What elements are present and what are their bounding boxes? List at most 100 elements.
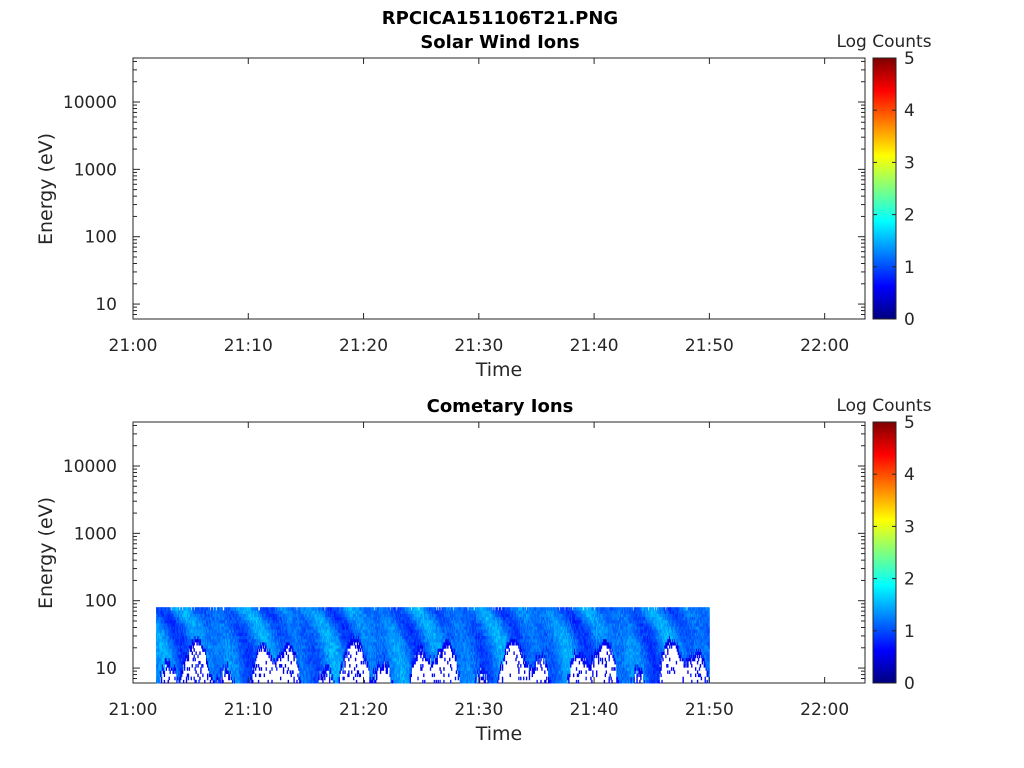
- spectrogram-cell: [179, 654, 181, 659]
- spectrogram-cell: [301, 616, 303, 621]
- spectrogram-cell: [212, 670, 215, 674]
- spectrogram-cell: [216, 610, 218, 614]
- spectrogram-cell: [190, 638, 192, 643]
- spectrogram-cell: [302, 648, 304, 652]
- spectrogram-cell: [381, 626, 384, 630]
- spectrogram-cell: [275, 610, 277, 614]
- spectrogram-cell: [281, 648, 284, 652]
- spectrogram-cell: [371, 632, 373, 637]
- spectrogram-cell: [211, 619, 214, 624]
- spectrogram-cell: [216, 667, 218, 671]
- spectrogram-cell: [326, 648, 328, 652]
- spectrogram-cell: [196, 629, 198, 633]
- spectrogram-cell: [176, 648, 178, 652]
- spectrogram-cell: [230, 667, 233, 671]
- spectrogram-cell: [336, 660, 339, 665]
- spectrogram-cell: [224, 645, 226, 649]
- spectrogram-cell: [303, 645, 305, 649]
- spectrogram-cell: [220, 616, 222, 621]
- spectrogram-cell: [386, 657, 388, 662]
- spectrogram-cell: [240, 632, 242, 637]
- spectrogram-cell: [181, 664, 184, 668]
- spectrogram-cell: [232, 679, 235, 684]
- spectrogram-cell: [334, 670, 337, 674]
- spectrogram-cell: [249, 619, 251, 624]
- spectrogram-cell: [342, 670, 344, 674]
- spectrogram-cell: [299, 679, 301, 684]
- spectrogram-cell: [179, 670, 181, 674]
- spectrogram-cell: [218, 641, 220, 646]
- spectrogram-cell: [314, 619, 316, 624]
- spectrogram-cell: [331, 670, 334, 674]
- spectrogram-cell: [330, 654, 333, 659]
- spectrogram-cell: [366, 645, 368, 649]
- spectrogram-cell: [203, 626, 205, 630]
- spectrogram-cell: [179, 667, 181, 671]
- spectrogram-cell: [365, 610, 367, 614]
- spectrogram-cell: [328, 641, 331, 646]
- spectrogram-cell: [240, 676, 242, 681]
- spectrogram-cell: [360, 610, 363, 614]
- spectrogram-cell: [305, 645, 308, 649]
- spectrogram-cell: [375, 679, 377, 684]
- spectrogram-cell: [319, 645, 321, 649]
- spectrogram-cell: [255, 610, 258, 614]
- spectrogram-cell: [365, 641, 367, 646]
- spectrogram-cell: [384, 610, 387, 614]
- spectrogram-cell: [200, 607, 202, 611]
- spectrogram-cell: [198, 629, 200, 633]
- spectrogram-cell: [374, 638, 376, 643]
- spectrogram-cell: [270, 619, 272, 624]
- spectrogram-cell: [181, 638, 183, 643]
- spectrogram-cell: [336, 619, 339, 624]
- spectrogram-cell: [208, 670, 211, 674]
- spectrogram-cell: [306, 619, 309, 624]
- spectrogram-cell: [187, 635, 190, 640]
- spectrogram-cell: [340, 619, 342, 624]
- spectrogram-cell: [277, 623, 279, 627]
- spectrogram-cell: [242, 664, 244, 668]
- spectrogram-cell: [277, 638, 279, 643]
- spectrogram-cell: [352, 638, 355, 643]
- spectrogram-cell: [380, 657, 383, 662]
- spectrogram-cell: [331, 657, 334, 662]
- spectrogram-cell: [370, 660, 372, 665]
- spectrogram-cell: [376, 645, 378, 649]
- spectrogram-cell: [165, 623, 168, 627]
- spectrogram-cell: [299, 616, 301, 621]
- spectrogram-cell: [383, 645, 386, 649]
- spectrogram-cell: [301, 619, 303, 624]
- spectrogram-cell: [336, 623, 339, 627]
- spectrogram-cell: [205, 641, 207, 646]
- spectrogram-cell: [306, 635, 309, 640]
- spectrogram-cell: [253, 660, 255, 665]
- spectrogram-cell: [386, 607, 388, 611]
- spectrogram-cell: [250, 638, 252, 643]
- spectrogram-cell: [276, 629, 278, 633]
- spectrogram-cell: [387, 657, 389, 662]
- spectrogram-cell: [242, 648, 244, 652]
- spectrogram-cell: [356, 635, 359, 640]
- spectrogram-cell: [273, 616, 275, 621]
- spectrogram-cell: [175, 651, 177, 655]
- spectrogram-cell: [320, 641, 322, 646]
- spectrogram-cell: [191, 664, 193, 668]
- spectrogram-cell: [218, 645, 220, 649]
- spectrogram-cell: [339, 610, 341, 614]
- spectrogram-cell: [369, 613, 371, 618]
- spectrogram-cell: [337, 616, 339, 621]
- spectrogram-cell: [177, 638, 179, 643]
- spectrogram-cell: [194, 610, 196, 614]
- spectrogram-cell: [181, 632, 183, 637]
- spectrogram-cell: [356, 613, 359, 618]
- spectrogram-cell: [244, 670, 246, 674]
- spectrogram-cell: [268, 613, 270, 618]
- spectrogram-cell: [380, 664, 383, 668]
- spectrogram-cell: [158, 641, 161, 646]
- spectrogram-cell: [271, 645, 273, 649]
- spectrogram-cell: [328, 635, 331, 640]
- spectrogram-cell: [291, 619, 293, 624]
- spectrogram-cell: [316, 651, 318, 655]
- spectrogram-cell: [391, 679, 393, 684]
- spectrogram-cell: [379, 629, 382, 633]
